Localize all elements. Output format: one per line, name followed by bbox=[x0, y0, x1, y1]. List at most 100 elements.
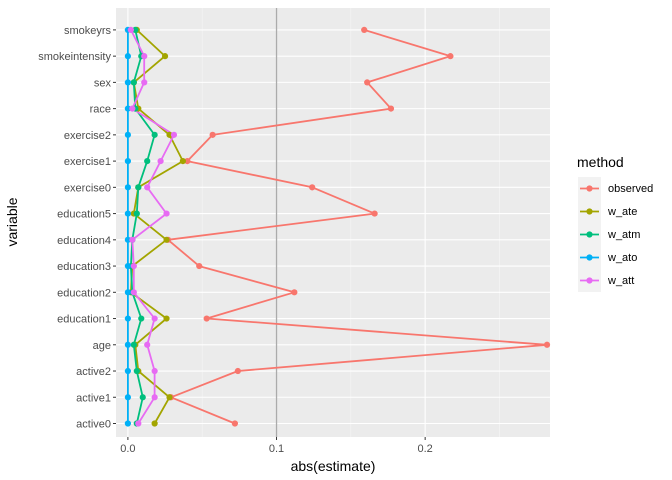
panel-background bbox=[116, 8, 550, 437]
point-observed-education5 bbox=[371, 210, 378, 217]
point-observed-education1 bbox=[203, 315, 210, 322]
point-observed-smokeyrs bbox=[361, 26, 368, 33]
y-tick-label-active0: active0 bbox=[76, 419, 111, 431]
point-w-ato-age bbox=[124, 341, 131, 348]
point-w-atm-active1 bbox=[139, 394, 146, 401]
series-line-w-att bbox=[130, 29, 175, 424]
legend-label-w-atm: w_atm bbox=[607, 229, 640, 241]
y-tick-label-race: race bbox=[90, 104, 111, 116]
point-w-ato-race bbox=[124, 105, 131, 112]
legend: method observed w_ate w_atm w_ato w_att bbox=[577, 154, 653, 292]
y-tick-label-exercise0: exercise0 bbox=[64, 182, 111, 194]
point-observed-exercise0 bbox=[309, 184, 316, 191]
point-w-ato-exercise1 bbox=[124, 158, 131, 165]
point-observed-smokeintensity bbox=[447, 53, 454, 60]
legend-label-w-ate: w_ate bbox=[607, 206, 637, 218]
x-axis-title: abs(estimate) bbox=[291, 458, 376, 474]
x-tick-label: 0.2 bbox=[418, 443, 433, 455]
point-w-ato-exercise2 bbox=[124, 131, 131, 138]
point-observed-sex bbox=[364, 79, 371, 86]
point-w-att-race bbox=[129, 105, 136, 112]
point-w-atm-exercise2 bbox=[151, 131, 158, 138]
y-tick-label-education3: education3 bbox=[57, 261, 111, 273]
point-w-atm-exercise0 bbox=[135, 184, 142, 191]
point-w-ato-sex bbox=[124, 79, 131, 86]
point-w-att-smokeintensity bbox=[141, 53, 148, 60]
grid-major bbox=[116, 8, 550, 437]
point-observed-race bbox=[387, 105, 395, 112]
point-w-ate-exercise1 bbox=[179, 158, 186, 165]
point-w-att-active0 bbox=[135, 420, 142, 427]
point-w-ato-active2 bbox=[124, 367, 131, 375]
legend-title: method bbox=[577, 154, 624, 170]
point-w-att-exercise2 bbox=[170, 131, 178, 138]
point-w-ato-active0 bbox=[124, 420, 131, 427]
y-axis: active0 active1 active2 age education1 educat… bbox=[38, 25, 116, 431]
y-tick-label-exercise1: exercise1 bbox=[64, 156, 111, 168]
x-axis: 0.0 0.1 0.2 bbox=[120, 437, 433, 455]
point-w-ate-active1 bbox=[166, 394, 173, 401]
point-w-att-education2 bbox=[130, 289, 137, 296]
point-w-att-active1 bbox=[151, 394, 158, 401]
point-w-atm-education5 bbox=[133, 210, 140, 217]
point-w-ato-education1 bbox=[124, 315, 131, 322]
point-w-atm-smokeyrs bbox=[132, 26, 139, 33]
legend-key-point-w-att bbox=[586, 277, 593, 284]
series-group bbox=[124, 26, 551, 427]
point-w-att-exercise1 bbox=[157, 158, 164, 165]
y-tick-label-smokeyrs: smokeyrs bbox=[64, 25, 112, 37]
point-observed-education3 bbox=[196, 262, 203, 270]
legend-key-point-observed bbox=[586, 185, 593, 192]
point-w-att-education4 bbox=[129, 236, 136, 243]
y-tick-label-active2: active2 bbox=[76, 366, 111, 378]
legend-label-w-ato: w_ato bbox=[607, 252, 637, 264]
y-tick-label-exercise2: exercise2 bbox=[64, 130, 111, 142]
x-tick-label: 0.0 bbox=[120, 443, 135, 455]
point-w-ato-exercise0 bbox=[124, 184, 131, 191]
y-tick-label-education5: education5 bbox=[57, 209, 111, 221]
point-w-ato-education5 bbox=[124, 210, 131, 217]
y-tick-label-smokeintensity: smokeintensity bbox=[38, 51, 111, 63]
point-w-ate-education4 bbox=[163, 236, 170, 243]
point-w-att-education3 bbox=[130, 262, 137, 270]
point-w-att-exercise0 bbox=[144, 184, 151, 191]
legend-key-point-w-ato bbox=[586, 254, 593, 261]
point-w-ate-exercise2 bbox=[166, 131, 173, 138]
point-observed-exercise2 bbox=[209, 131, 216, 138]
point-w-ate-active0 bbox=[151, 420, 158, 427]
point-w-ate-smokeintensity bbox=[161, 53, 169, 60]
point-observed-active0 bbox=[231, 420, 239, 427]
point-w-ato-education2 bbox=[124, 289, 131, 296]
point-w-ato-active1 bbox=[124, 394, 131, 401]
y-tick-label-sex: sex bbox=[94, 77, 112, 89]
y-tick-label-age: age bbox=[93, 340, 111, 352]
point-w-atm-exercise1 bbox=[144, 158, 151, 165]
y-axis-title: variable bbox=[4, 197, 20, 246]
point-observed-active2 bbox=[234, 367, 241, 375]
series-line-observed bbox=[167, 29, 548, 425]
point-w-att-education5 bbox=[163, 210, 170, 217]
point-w-att-sex bbox=[141, 79, 148, 86]
point-w-ate-education1 bbox=[163, 315, 170, 322]
point-w-ato-smokeintensity bbox=[124, 53, 131, 60]
legend-label-w-att: w_att bbox=[607, 275, 634, 287]
point-w-atm-age bbox=[130, 341, 137, 348]
legend-key-point-w-atm bbox=[586, 231, 593, 238]
y-tick-label-education2: education2 bbox=[57, 287, 111, 299]
point-w-att-age bbox=[144, 341, 151, 348]
point-w-att-active2 bbox=[151, 367, 158, 375]
point-observed-exercise1 bbox=[184, 158, 191, 165]
point-w-ato-education3 bbox=[124, 262, 131, 270]
grid-minor bbox=[201, 8, 500, 437]
legend-label-observed: observed bbox=[608, 183, 653, 195]
point-w-atm-active2 bbox=[133, 367, 140, 375]
point-observed-age bbox=[543, 341, 551, 348]
point-w-ato-education4 bbox=[124, 236, 131, 243]
point-observed-education2 bbox=[291, 289, 298, 296]
y-tick-label-education1: education1 bbox=[57, 314, 111, 326]
point-w-att-education1 bbox=[151, 315, 158, 322]
point-w-atm-sex bbox=[130, 79, 137, 86]
x-tick-label: 0.1 bbox=[269, 443, 284, 455]
point-w-att-smokeyrs bbox=[127, 26, 134, 33]
